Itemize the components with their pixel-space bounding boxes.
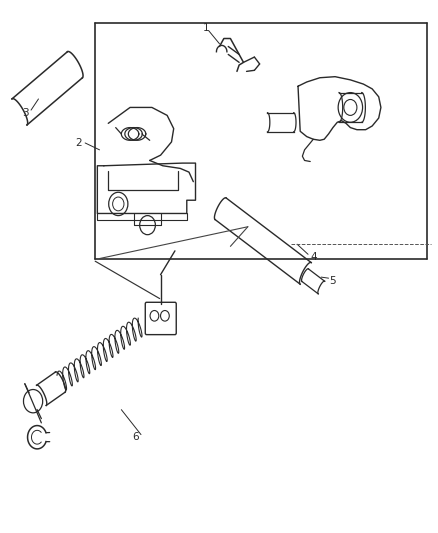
Text: 5: 5 (329, 276, 336, 286)
Text: 3: 3 (22, 108, 28, 118)
Text: 6: 6 (132, 432, 139, 442)
Text: 4: 4 (309, 252, 316, 262)
FancyBboxPatch shape (145, 302, 176, 335)
Text: 2: 2 (75, 138, 82, 148)
Text: 1: 1 (203, 23, 209, 33)
